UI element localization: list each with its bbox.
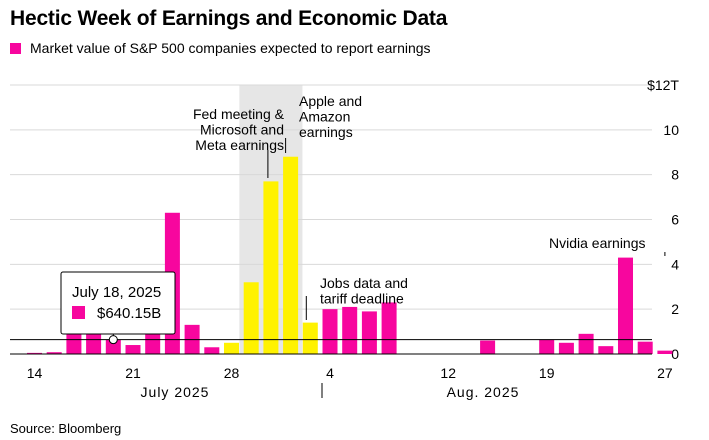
bar bbox=[637, 341, 653, 354]
annotation-text: earnings bbox=[299, 124, 353, 140]
bar bbox=[322, 309, 338, 354]
x-tick-label: 14 bbox=[27, 365, 43, 381]
bar bbox=[145, 329, 161, 354]
annotation-text: Apple and bbox=[299, 93, 362, 109]
bar bbox=[618, 257, 633, 354]
bar bbox=[381, 302, 397, 354]
tooltip-box bbox=[60, 271, 176, 335]
bar bbox=[263, 181, 279, 354]
tooltip-value: $640.15B bbox=[97, 305, 161, 322]
y-tick-label: 0 bbox=[671, 346, 679, 362]
bar bbox=[361, 311, 377, 354]
annotation-text: Jobs data and bbox=[320, 275, 408, 291]
y-tick-label: 10 bbox=[663, 122, 679, 138]
x-tick-label: 19 bbox=[539, 365, 555, 381]
bar bbox=[125, 345, 141, 354]
legend: Market value of S&P 500 companies expect… bbox=[10, 40, 431, 56]
bar bbox=[224, 342, 239, 354]
annotation-text: Microsoft and bbox=[200, 122, 284, 138]
bar bbox=[283, 156, 299, 354]
tooltip-swatch bbox=[72, 306, 85, 319]
bar bbox=[302, 322, 318, 354]
bar bbox=[539, 339, 555, 354]
x-tick-label: 4 bbox=[326, 365, 334, 381]
bar bbox=[243, 282, 259, 354]
y-tick-label: $12T bbox=[647, 77, 679, 93]
x-tick-label: 12 bbox=[440, 365, 456, 381]
bar bbox=[27, 352, 42, 354]
bar bbox=[480, 340, 496, 354]
annotation-text: Amazon bbox=[299, 109, 350, 125]
legend-swatch bbox=[10, 42, 21, 54]
tooltip-marker bbox=[108, 335, 118, 345]
bar bbox=[342, 306, 358, 354]
month-label: July 2025 bbox=[141, 384, 210, 400]
source-note: Source: Bloomberg bbox=[10, 421, 122, 436]
bar bbox=[598, 346, 614, 354]
x-tick-label: 21 bbox=[125, 365, 141, 381]
tooltip-date: July 18, 2025 bbox=[72, 284, 161, 301]
y-tick-label: 6 bbox=[671, 212, 679, 228]
y-tick-label: 4 bbox=[671, 256, 679, 272]
y-tick-label: 8 bbox=[671, 167, 679, 183]
bar bbox=[204, 347, 220, 354]
x-tick-label: 27 bbox=[657, 365, 673, 381]
y-tick-label: 2 bbox=[671, 301, 679, 317]
legend-label: Market value of S&P 500 companies expect… bbox=[30, 40, 431, 56]
bar bbox=[578, 333, 594, 354]
chart-title: Hectic Week of Earnings and Economic Dat… bbox=[10, 7, 448, 30]
bar bbox=[105, 339, 121, 354]
bar bbox=[46, 352, 62, 354]
bar bbox=[657, 350, 673, 354]
annotation-text: tariff deadline bbox=[320, 291, 404, 307]
bar bbox=[558, 342, 574, 354]
annotation-text: Meta earnings bbox=[195, 137, 284, 153]
annotation-text: Nvidia earnings bbox=[549, 235, 646, 251]
annotation-text: Fed meeting & bbox=[193, 106, 285, 122]
month-label: Aug. 2025 bbox=[447, 384, 520, 400]
x-tick-label: 28 bbox=[224, 365, 240, 381]
